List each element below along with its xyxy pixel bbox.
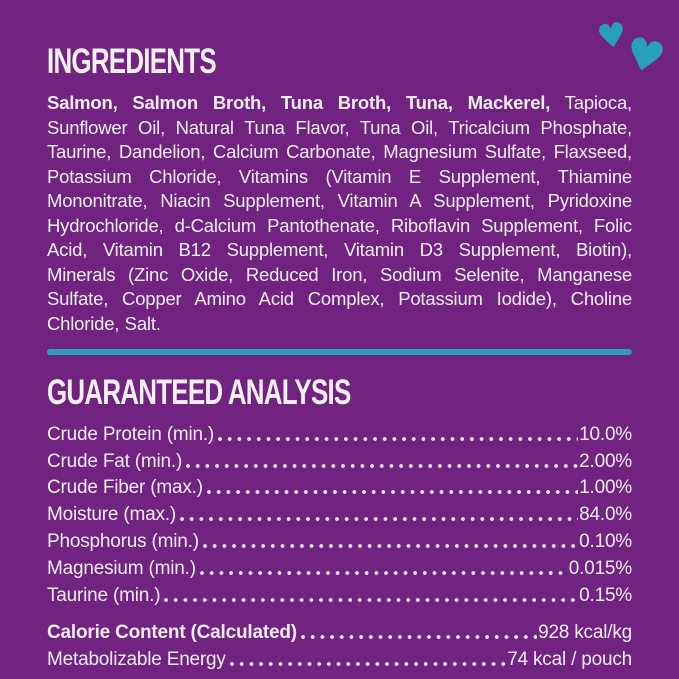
- analysis-row: Crude Fiber (max.) 1.00%: [47, 474, 632, 501]
- analysis-row-value: 1.00%: [579, 477, 632, 499]
- dotted-leader: [176, 500, 579, 527]
- analysis-row-label: Metabolizable Energy: [47, 649, 226, 671]
- analysis-row: Crude Protein (min.) 10.0%: [47, 420, 632, 447]
- ingredients-heading-text: INGREDIENTS: [47, 42, 217, 81]
- analysis-row-label: Taurine (min.): [47, 584, 161, 606]
- analysis-row-value: 74 kcal / pouch: [507, 649, 632, 671]
- analysis-row: Calorie Content (Calculated) 928 kcal/kg: [47, 619, 632, 646]
- guaranteed-analysis-table: Crude Protein (min.) 10.0% Crude Fat (mi…: [47, 420, 632, 608]
- ingredients-heading: INGREDIENTS: [47, 0, 632, 80]
- analysis-row: Metabolizable Energy 74 kcal / pouch: [47, 645, 632, 672]
- analysis-row-label: Crude Protein (min.): [47, 423, 215, 445]
- analysis-row-value: 84.0%: [579, 504, 632, 526]
- analysis-row-value: 0.15%: [579, 584, 632, 606]
- analysis-row-value: 928 kcal/kg: [538, 622, 632, 644]
- dotted-leader: [160, 581, 579, 608]
- analysis-row: Crude Fat (min.) 2.00%: [47, 447, 632, 474]
- dotted-leader: [214, 420, 579, 447]
- guaranteed-analysis-heading: GUARANTEED ANALYSIS: [47, 355, 632, 411]
- ingredients-text: Salmon, Salmon Broth, Tuna Broth, Tuna, …: [47, 91, 632, 336]
- analysis-row-label: Magnesium (min.): [47, 557, 196, 579]
- analysis-row-value: 2.00%: [579, 450, 632, 472]
- ingredients-secondary-list: Tapioca, Sunflower Oil, Natural Tuna Fla…: [47, 92, 632, 334]
- analysis-row-value: 0.10%: [579, 530, 632, 552]
- analysis-row: Moisture (max.) 84.0%: [47, 500, 632, 527]
- analysis-row: Taurine (min.) 0.15%: [47, 581, 632, 608]
- analysis-row: Phosphorus (min.) 0.10%: [47, 527, 632, 554]
- analysis-row-label: Moisture (max.): [47, 504, 176, 526]
- ingredients-primary-list: Salmon, Salmon Broth, Tuna Broth, Tuna, …: [47, 92, 551, 113]
- dotted-leader: [196, 554, 569, 581]
- analysis-row-label: Crude Fiber (max.): [47, 477, 203, 499]
- analysis-row: Magnesium (min.) 0.015%: [47, 554, 632, 581]
- analysis-row-value: 10.0%: [579, 423, 632, 445]
- dotted-leader: [226, 645, 507, 672]
- calorie-content-table: Calorie Content (Calculated) 928 kcal/kg…: [47, 619, 632, 673]
- analysis-row-label: Crude Fat (min.): [47, 450, 183, 472]
- dotted-leader: [182, 447, 579, 474]
- analysis-row-label: Calorie Content (Calculated): [47, 622, 297, 644]
- section-divider: [47, 349, 632, 355]
- dotted-leader: [297, 619, 538, 646]
- analysis-row-value: 0.015%: [568, 557, 632, 579]
- dotted-leader: [203, 474, 579, 501]
- dotted-leader: [199, 527, 579, 554]
- analysis-row-label: Phosphorus (min.): [47, 530, 199, 552]
- guaranteed-analysis-heading-text: GUARANTEED ANALYSIS: [47, 373, 351, 412]
